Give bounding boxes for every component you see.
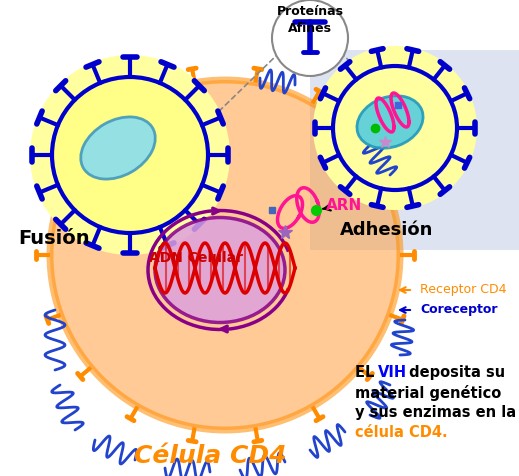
Text: deposita su: deposita su [404, 365, 505, 380]
Text: Proteínas
Afines: Proteínas Afines [277, 5, 344, 35]
Text: ADN Celular: ADN Celular [149, 251, 243, 265]
Circle shape [272, 0, 348, 76]
Text: VIH: VIH [378, 365, 407, 380]
Text: y sus enzimas en la: y sus enzimas en la [355, 405, 516, 420]
Text: Adhesión: Adhesión [340, 221, 433, 239]
Text: Célula CD4: Célula CD4 [134, 444, 286, 468]
Text: Receptor CD4: Receptor CD4 [420, 284, 507, 297]
Text: célula CD4.: célula CD4. [355, 425, 447, 440]
Ellipse shape [81, 117, 155, 179]
Circle shape [50, 80, 400, 430]
Text: EL: EL [355, 365, 379, 380]
Text: Coreceptor: Coreceptor [420, 304, 498, 317]
Circle shape [313, 46, 477, 210]
Ellipse shape [357, 96, 423, 148]
Text: ARN: ARN [323, 198, 362, 212]
Circle shape [30, 55, 230, 255]
Ellipse shape [155, 218, 285, 323]
Text: material genético: material genético [355, 385, 501, 401]
Circle shape [52, 77, 208, 233]
Circle shape [333, 66, 457, 190]
Bar [310, 50, 519, 250]
Text: Fusión: Fusión [18, 228, 90, 248]
